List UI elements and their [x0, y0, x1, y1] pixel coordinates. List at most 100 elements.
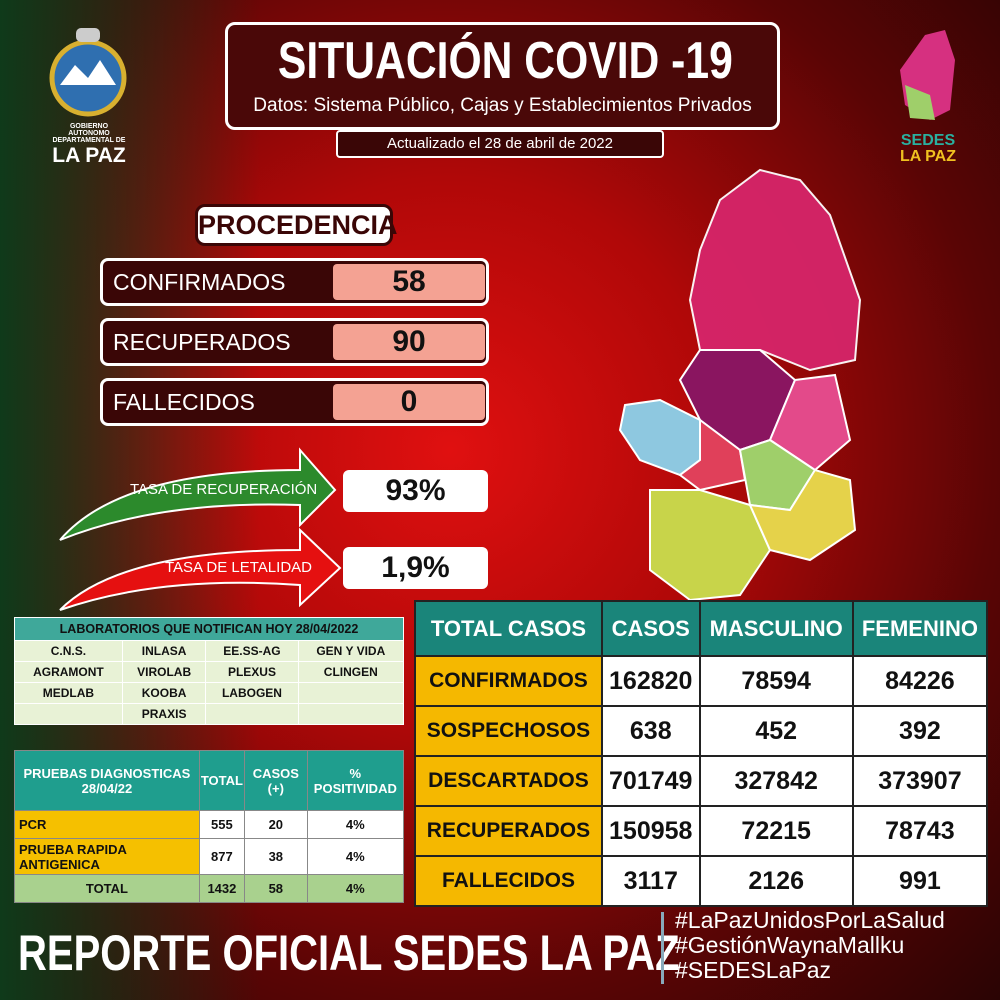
lab-cell: GEN Y VIDA [297, 640, 405, 662]
lab-row: C.N.S. INLASA EE.SS-AG GEN Y VIDA [14, 640, 405, 662]
title-text: SITUACIÓN COVID -19 [277, 32, 733, 90]
row-label: TOTAL [14, 874, 200, 903]
row-value: 90 [333, 324, 485, 360]
lab-cell: PRAXIS [121, 703, 207, 725]
divider [661, 912, 664, 984]
lab-cell: INLASA [121, 640, 207, 662]
lab-cell [297, 703, 405, 725]
cell: 20 [243, 810, 308, 839]
logo-left: GOBIERNO AUTONOMO DEPARTAMENTAL DE LA PA… [52, 123, 126, 168]
hashtag: #SEDESLaPaz [675, 957, 831, 983]
cell: 373907 [851, 755, 989, 807]
cell: 555 [198, 810, 245, 839]
data-row: PCR 555 20 4% [14, 810, 405, 839]
totals-table: TOTAL CASOS CASOS MASCULINO FEMENINO CONFIRM… [414, 600, 989, 907]
data-row: RECUPERADOS 150958 72215 78743 [414, 805, 989, 857]
lab-cell [205, 703, 299, 725]
header-cell: TOTAL [198, 750, 245, 811]
cell: 78743 [851, 805, 989, 857]
data-row: CONFIRMADOS 162820 78594 84226 [414, 655, 989, 707]
cell: 877 [198, 838, 245, 875]
cell: 327842 [698, 755, 854, 807]
cell: 452 [698, 705, 854, 757]
lab-cell: C.N.S. [14, 640, 123, 662]
row-label: SOSPECHOSOS [414, 705, 603, 757]
row-label: CONFIRMADOS [113, 269, 286, 295]
cell: 1432 [198, 874, 245, 903]
lab-cell: CLINGEN [297, 661, 405, 683]
logo-text: GOBIERNO AUTONOMO [68, 123, 110, 137]
data-row: DESCARTADOS 701749 327842 373907 [414, 755, 989, 807]
cell: 638 [600, 705, 701, 757]
lab-row: AGRAMONT VIROLAB PLEXUS CLINGEN [14, 661, 405, 683]
header-row: PRUEBAS DIAGNOSTICAS 28/04/22 TOTAL CASOS … [14, 750, 405, 811]
hashtag: #LaPazUnidosPorLaSalud [675, 907, 945, 933]
data-row: PRUEBA RAPIDA ANTIGENICA 877 38 4% [14, 838, 405, 875]
labs-table: LABORATORIOS QUE NOTIFICAN HOY 28/04/202… [14, 617, 405, 725]
data-row: FALLECIDOS 3117 2126 991 [414, 855, 989, 907]
row-value: 58 [333, 264, 485, 300]
row-label: FALLECIDOS [113, 389, 255, 415]
subtitle: Datos: Sistema Público, Cajas y Establec… [253, 95, 752, 116]
row-label: CONFIRMADOS [414, 655, 603, 707]
header-cell: FEMENINO [851, 600, 989, 657]
row-label: PRUEBA RAPIDA ANTIGENICA [14, 838, 200, 875]
header-cell: MASCULINO [698, 600, 854, 657]
lab-cell: LABOGEN [205, 682, 299, 704]
row-label: PCR [14, 810, 200, 839]
cell: 4% [306, 874, 405, 903]
cell: 3117 [600, 855, 701, 907]
logo-text: LA PAZ [52, 144, 126, 167]
rate-value: 93% [343, 470, 488, 512]
cell: 701749 [600, 755, 701, 807]
hashtag: #GestiónWaynaMallku [675, 932, 905, 958]
procedencia-row: RECUPERADOS 90 [100, 318, 489, 366]
header-row: LABORATORIOS QUE NOTIFICAN HOY 28/04/202… [14, 617, 404, 641]
header-cell: % POSITIVIDAD [306, 750, 405, 811]
lab-row: MEDLAB KOOBA LABOGEN [14, 682, 405, 704]
row-label: RECUPERADOS [113, 329, 291, 355]
logo-text: SEDES [900, 132, 956, 149]
rate-label: TASA DE LETALIDAD [165, 559, 312, 576]
header: SITUACIÓN COVID -19 Datos: Sistema Públi… [225, 22, 780, 130]
lab-cell: EE.SS-AG [205, 640, 299, 662]
lab-cell: KOOBA [121, 682, 207, 704]
header-row: TOTAL CASOS CASOS MASCULINO FEMENINO [414, 600, 989, 657]
row-label: FALLECIDOS [414, 855, 603, 907]
lab-cell: AGRAMONT [14, 661, 123, 683]
cell: 150958 [600, 805, 701, 857]
footer-text: REPORTE OFICIAL SEDES LA PAZ [18, 925, 680, 981]
procedencia-row: FALLECIDOS 0 [100, 378, 489, 426]
procedencia-row: CONFIRMADOS 58 [100, 258, 489, 306]
data-row: SOSPECHOSOS 638 452 392 [414, 705, 989, 757]
cell: 991 [851, 855, 989, 907]
cell: 392 [851, 705, 989, 757]
header-cell: TOTAL CASOS [414, 600, 603, 657]
row-label: RECUPERADOS [414, 805, 603, 857]
cell: 84226 [851, 655, 989, 707]
cell: 78594 [698, 655, 854, 707]
table-title: LABORATORIOS QUE NOTIFICAN HOY 28/04/202… [14, 617, 404, 641]
lab-cell: PLEXUS [205, 661, 299, 683]
logo-text: LA PAZ [900, 148, 956, 165]
logo-right: SEDES LA PAZ [893, 133, 963, 165]
cell: 58 [243, 874, 308, 903]
cell: 4% [306, 810, 405, 839]
lab-cell [14, 703, 123, 725]
lab-cell [297, 682, 405, 704]
cell: 4% [306, 838, 405, 875]
rate-value: 1,9% [343, 547, 488, 589]
title: SITUACIÓN COVID -19 [228, 31, 777, 91]
row-label: DESCARTADOS [414, 755, 603, 807]
pruebas-table: PRUEBAS DIAGNOSTICAS 28/04/22 TOTAL CASOS … [14, 750, 405, 903]
rate-label: TASA DE RECUPERACIÓN [130, 481, 318, 498]
updated: Actualizado el 28 de abril de 2022 [336, 130, 664, 158]
lab-cell: MEDLAB [14, 682, 123, 704]
header-cell: CASOS (+) [243, 750, 308, 811]
cell: 2126 [698, 855, 854, 907]
row-value: 0 [333, 384, 485, 420]
lab-row: PRAXIS [14, 703, 405, 725]
cell: 162820 [600, 655, 701, 707]
